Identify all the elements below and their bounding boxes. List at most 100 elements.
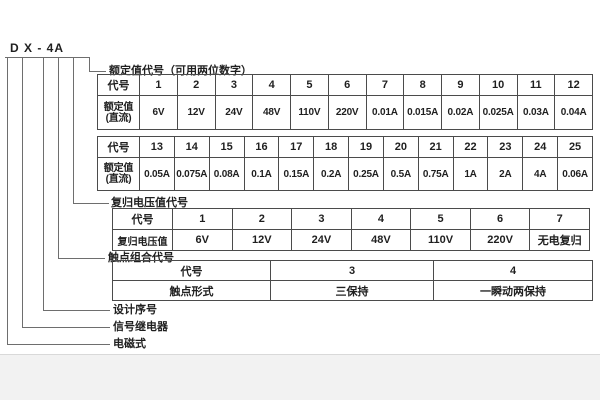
code-cell: 9	[441, 74, 480, 96]
value-cell: 0.075A	[173, 157, 210, 191]
code-cell: 2	[176, 74, 216, 96]
code-cell: 22	[452, 136, 489, 158]
value-cell: 0.1A	[243, 157, 280, 191]
value-cell: 0.06A	[557, 157, 593, 191]
leader-line-design-h	[43, 310, 110, 311]
code-header-cell: 代号	[112, 208, 173, 230]
leader-line-reset-v	[73, 57, 74, 203]
table-row: 代号 1 2 3 4 5 6 7 8 9 10 11 12	[97, 74, 593, 96]
value-cell: 0.15A	[278, 157, 315, 191]
code-cell: 2	[231, 208, 293, 230]
value-cell: 12V	[176, 95, 216, 130]
table-row: 复归电压值 6V 12V 24V 48V 110V 220V 无电复归	[112, 229, 590, 251]
value-cell: 无电复归	[529, 229, 590, 251]
callout-signal-relay: 信号继电器	[113, 321, 168, 333]
code-cell: 19	[348, 136, 384, 158]
leader-line-magnet-v	[7, 57, 8, 344]
code-cell: 7	[529, 208, 590, 230]
code-cell: 8	[403, 74, 442, 96]
value-cell: 6V	[172, 229, 233, 251]
value-cell: 0.01A	[365, 95, 405, 130]
code-cell: 24	[522, 136, 559, 158]
code-cell: 10	[478, 74, 518, 96]
value-cell: 0.08A	[208, 157, 245, 191]
value-cell: 三保持	[270, 280, 434, 301]
title-underline	[5, 57, 90, 58]
value-cell: 0.2A	[313, 157, 350, 191]
page-bottom-area	[0, 354, 600, 400]
code-header-cell: 代号	[112, 260, 271, 281]
leader-line-reset-h	[73, 203, 109, 204]
value-cell: 2A	[487, 157, 524, 191]
code-cell: 4	[350, 208, 412, 230]
value-cell: 0.025A	[478, 95, 518, 130]
value-cell: 48V	[350, 229, 412, 251]
code-cell: 1	[172, 208, 233, 230]
table-row: 额定值 (直流) 0.05A 0.075A 0.08A 0.1A 0.15A 0…	[97, 157, 593, 191]
code-cell: 21	[417, 136, 454, 158]
code-cell: 20	[382, 136, 419, 158]
code-header-cell: 代号	[97, 136, 140, 158]
table-row: 触点形式 三保持 一瞬动两保持	[112, 280, 593, 301]
leader-line-contact-h	[58, 258, 105, 259]
leader-line-signal-h	[22, 327, 110, 328]
callout-electromagnetic: 电磁式	[113, 338, 146, 350]
leader-line-signal-v	[22, 57, 23, 327]
table-row: 代号 3 4	[112, 260, 593, 281]
code-cell: 16	[243, 136, 280, 158]
code-cell: 4	[252, 74, 291, 96]
code-cell: 15	[208, 136, 245, 158]
table-row: 额定值 (直流) 6V 12V 24V 48V 110V 220V 0.01A …	[97, 95, 593, 130]
rated-value-table-2: 代号 13 14 15 16 17 18 19 20 21 22 23 24 2…	[97, 136, 593, 191]
value-cell: 一瞬动两保持	[433, 280, 593, 301]
value-cell: 4A	[522, 157, 559, 191]
value-cell: 0.03A	[516, 95, 556, 130]
callout-design-serial: 设计序号	[113, 304, 157, 316]
contact-combination-table: 代号 3 4 触点形式 三保持 一瞬动两保持	[112, 260, 593, 301]
code-cell: 1	[139, 74, 178, 96]
table-row: 代号 13 14 15 16 17 18 19 20 21 22 23 24 2…	[97, 136, 593, 158]
value-cell: 24V	[214, 95, 254, 130]
code-cell: 3	[270, 260, 434, 281]
code-cell: 14	[173, 136, 210, 158]
table-row: 代号 1 2 3 4 5 6 7	[112, 208, 590, 230]
code-cell: 5	[410, 208, 471, 230]
value-cell: 0.5A	[382, 157, 419, 191]
value-header-cell: 额定值 (直流)	[97, 95, 140, 130]
value-cell: 220V	[469, 229, 531, 251]
code-cell: 3	[291, 208, 352, 230]
code-cell: 11	[516, 74, 556, 96]
code-header-cell: 代号	[97, 74, 140, 96]
value-cell: 220V	[327, 95, 367, 130]
leader-line-rated-h	[89, 71, 106, 72]
value-cell: 48V	[252, 95, 291, 130]
value-cell: 110V	[410, 229, 471, 251]
value-cell: 0.02A	[441, 95, 480, 130]
value-cell: 24V	[291, 229, 352, 251]
code-cell: 12	[554, 74, 593, 96]
code-cell: 3	[214, 74, 254, 96]
value-header-cell: 复归电压值	[112, 229, 173, 251]
reset-voltage-table: 代号 1 2 3 4 5 6 7 复归电压值 6V 12V 24V 48V 11…	[112, 208, 590, 251]
code-cell: 6	[469, 208, 531, 230]
value-cell: 110V	[290, 95, 329, 130]
value-cell: 12V	[231, 229, 293, 251]
value-cell: 6V	[139, 95, 178, 130]
code-cell: 5	[290, 74, 329, 96]
value-cell: 0.015A	[403, 95, 442, 130]
code-cell: 6	[327, 74, 367, 96]
value-header-cell: 触点形式	[112, 280, 271, 301]
rated-value-table-1: 代号 1 2 3 4 5 6 7 8 9 10 11 12 额定值 (直流) 6…	[97, 74, 593, 130]
value-cell: 0.75A	[417, 157, 454, 191]
code-cell: 25	[557, 136, 593, 158]
value-cell: 0.05A	[139, 157, 175, 191]
value-header-cell: 额定值 (直流)	[97, 157, 140, 191]
code-cell: 13	[139, 136, 175, 158]
code-cell: 4	[433, 260, 593, 281]
leader-line-design-v	[43, 57, 44, 310]
leader-line-rated-v	[89, 57, 90, 71]
leader-line-contact-v	[58, 57, 59, 258]
callout-reset-voltage-code: 复归电压值代号	[111, 197, 188, 209]
code-cell: 23	[487, 136, 524, 158]
